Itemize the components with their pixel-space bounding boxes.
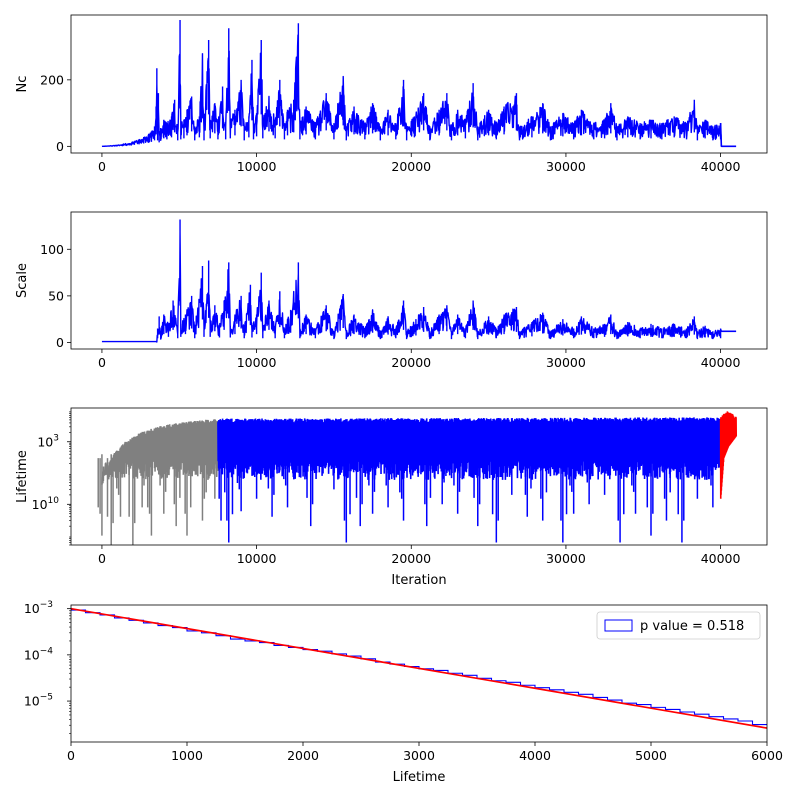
series-dips-1 <box>218 454 714 543</box>
x-tick-label: 30000 <box>546 355 586 370</box>
y-tick-exponent: 10 <box>48 496 60 506</box>
x-tick-label: 1000 <box>171 748 203 763</box>
y-tick-label: 10−4 <box>24 646 53 662</box>
lifetime-histogram-plot: p value = 0.518 0 1000 2000 3000 4000 5000 6000… <box>24 600 783 785</box>
lifetime-iteration-plot: 0 10000 20000 30000 400001010103LifetimeIter… <box>15 407 768 588</box>
scale-plot: 0 10000 20000 30000 40000 0 50 100 Scale <box>15 211 768 370</box>
x-tick-label: 30000 <box>546 159 586 174</box>
fit-line <box>71 607 767 729</box>
x-tick-label: 0 <box>98 355 106 370</box>
data-series-line <box>101 219 737 343</box>
y-axis-label: Nc <box>15 76 30 93</box>
y-tick-base: 10 <box>24 647 40 662</box>
x-axis-label: Lifetime <box>393 770 446 785</box>
x-tick-label: 30000 <box>546 551 586 566</box>
data-series-line <box>101 19 737 148</box>
series-band-0 <box>101 419 219 485</box>
y-axis-label: Lifetime <box>15 450 30 503</box>
x-tick-label: 3000 <box>403 748 435 763</box>
x-tick-label: 20000 <box>391 159 431 174</box>
y-tick-label: 10−3 <box>24 600 53 616</box>
x-tick-label: 0 <box>67 748 75 763</box>
y-tick-exponent: −5 <box>40 693 53 703</box>
y-tick-label: 100 <box>40 242 64 257</box>
x-tick-label: 0 <box>98 551 106 566</box>
y-tick-exponent: −3 <box>40 600 53 610</box>
axes-frame <box>70 211 768 350</box>
y-tick-label: 0 <box>56 335 64 350</box>
x-tick-label: 4000 <box>519 748 551 763</box>
y-tick-label: 0 <box>56 139 64 154</box>
x-tick-label: 40000 <box>701 551 741 566</box>
series-band-2 <box>719 411 738 499</box>
series-dips-0 <box>97 454 218 545</box>
y-tick-exponent: 3 <box>53 433 59 443</box>
y-tick-label: 50 <box>48 288 64 303</box>
x-tick-label: 5000 <box>635 748 667 763</box>
x-tick-label: 10000 <box>237 355 277 370</box>
x-tick-label: 40000 <box>701 355 741 370</box>
y-tick-label: 200 <box>40 72 64 87</box>
x-tick-label: 20000 <box>391 355 431 370</box>
x-tick-label: 2000 <box>287 748 319 763</box>
nc-plot: 0 10000 20000 30000 40000 0 200 Nc <box>15 14 768 174</box>
y-tick-base: 10 <box>24 694 40 709</box>
x-tick-label: 20000 <box>391 551 431 566</box>
axes-frame <box>70 407 768 546</box>
axes-frame <box>70 604 768 743</box>
x-tick-label: 6000 <box>751 748 783 763</box>
x-tick-label: 10000 <box>237 551 277 566</box>
legend-label: p value = 0.518 <box>640 619 744 634</box>
legend-swatch <box>604 619 633 632</box>
data-series-tail <box>719 123 737 148</box>
y-axis-label: Scale <box>15 263 30 298</box>
y-tick-label: 1010 <box>32 496 60 512</box>
series-band-1 <box>217 417 722 480</box>
y-tick-exponent: −4 <box>40 646 54 656</box>
x-tick-label: 10000 <box>237 159 277 174</box>
y-tick-base: 10 <box>37 434 53 449</box>
x-tick-label: 40000 <box>701 159 741 174</box>
x-axis-label: Iteration <box>391 573 446 588</box>
y-tick-label: 10−5 <box>24 693 53 709</box>
legend: p value = 0.518 <box>596 611 761 640</box>
axes-frame <box>70 14 768 154</box>
legend-box <box>596 611 761 640</box>
y-tick-label: 103 <box>37 433 59 449</box>
x-tick-label: 0 <box>98 159 106 174</box>
y-tick-base: 10 <box>32 497 48 512</box>
y-tick-base: 10 <box>24 601 40 616</box>
